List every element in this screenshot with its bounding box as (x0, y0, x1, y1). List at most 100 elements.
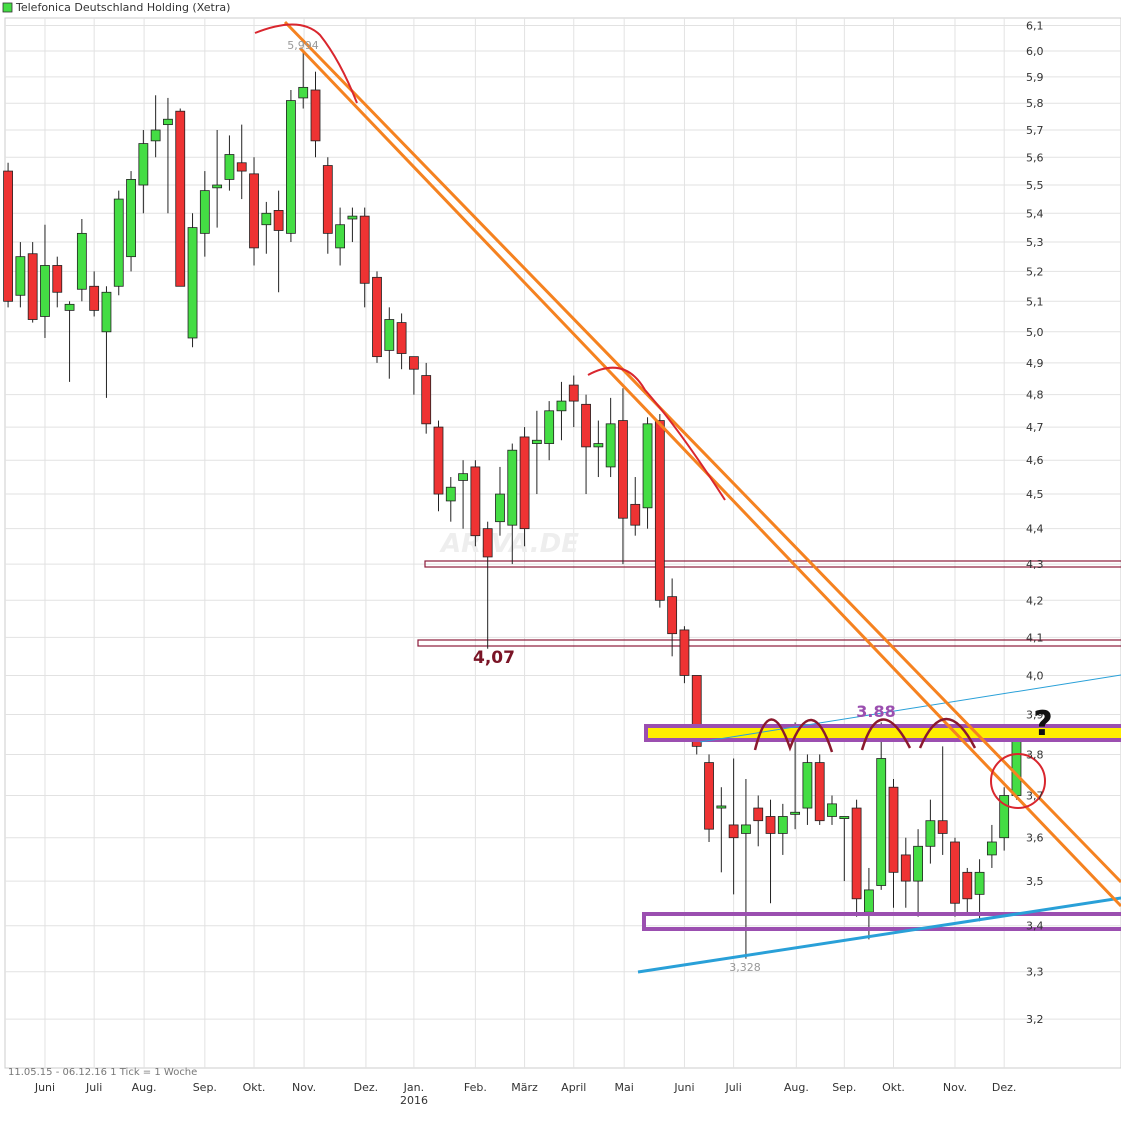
candle-body (408, 356, 419, 370)
candle-body (814, 762, 825, 822)
x-tick-label: Sep. (832, 1081, 856, 1094)
arc (587, 366, 726, 501)
candle-body (667, 596, 678, 635)
y-tick-label: 4,8 (1026, 389, 1044, 402)
y-tick-label: 3,2 (1026, 1013, 1044, 1026)
candle-body (900, 854, 911, 882)
candle-body (126, 179, 136, 258)
x-tick-label: Aug. (132, 1081, 157, 1094)
candle-body (913, 845, 923, 882)
year-label: 2016 (400, 1094, 428, 1107)
candle-body (741, 824, 751, 834)
candle-body (52, 265, 63, 293)
candle-body (495, 493, 505, 523)
trend-line (637, 896, 1121, 974)
candle-body (249, 173, 259, 249)
candle-body (322, 165, 333, 234)
support-band (642, 912, 1121, 931)
candle-body (519, 436, 530, 530)
candle-body (765, 816, 776, 834)
candle-body (359, 215, 370, 284)
y-tick-label: 5,3 (1026, 236, 1044, 249)
candle-body (150, 129, 161, 142)
x-tick-label: Okt. (243, 1081, 266, 1094)
y-tick-label: 5,4 (1026, 207, 1044, 220)
x-tick-label: Nov. (292, 1081, 316, 1094)
x-tick-label: Okt. (882, 1081, 905, 1094)
y-tick-label: 4,4 (1026, 523, 1044, 536)
x-tick-label: Mai (615, 1081, 634, 1094)
chart-title: Telefonica Deutschland Holding (Xetra) (15, 1, 230, 14)
watermark: ARIVA.DE (439, 529, 579, 559)
candle-body (679, 629, 690, 676)
candle-body (777, 816, 788, 834)
x-tick-label: Juni (34, 1081, 55, 1094)
candle-body (974, 871, 985, 895)
axes: 3,2 3,3 3,4 3,5 3,6 3,7 3,8 3,9 4,0 4,1 4,2 4,3 4,4 4… (34, 20, 1044, 1094)
y-tick-label: 5,8 (1026, 97, 1044, 110)
trend-line (699, 674, 1121, 743)
resistance-label: 3.88 (856, 702, 895, 721)
candle-body (40, 265, 50, 317)
candle-body (212, 184, 223, 189)
candle-body (101, 291, 112, 333)
resistance-band (644, 724, 1121, 742)
candle-body (15, 256, 26, 296)
candle-body (273, 210, 284, 231)
candle-body (224, 154, 235, 180)
y-tick-label: 3,6 (1026, 832, 1044, 845)
support-zone (424, 560, 1121, 568)
footer: 11.05.15 - 06.12.16 1 Tick = 1 Woche (8, 1067, 197, 1078)
x-tick-label: Aug. (784, 1081, 809, 1094)
candle-body (851, 807, 862, 900)
y-tick-label: 3,8 (1026, 748, 1044, 761)
candle-body (175, 110, 186, 287)
high-label: 5,994 (287, 39, 319, 52)
x-tick-label: April (561, 1081, 586, 1094)
y-tick-label: 3,5 (1026, 875, 1044, 888)
candle-body (138, 143, 149, 186)
candle-body (347, 215, 358, 220)
y-tick-label: 5,7 (1026, 124, 1044, 137)
candle-body (261, 212, 272, 226)
arc (254, 23, 358, 104)
candle-body (1011, 737, 1022, 796)
candle-body (568, 384, 579, 402)
trend-line (283, 20, 1121, 884)
candle-body (433, 426, 444, 495)
y-tick-label: 5,1 (1026, 295, 1044, 308)
candle-body (556, 400, 567, 412)
y-tick-label: 3,9 (1026, 708, 1044, 721)
support-zone (417, 639, 1121, 647)
y-tick-label: 4,1 (1026, 631, 1044, 644)
y-tick-label: 6,1 (1026, 20, 1044, 33)
y-tick-label: 5,5 (1026, 179, 1044, 192)
y-tick-label: 3,3 (1026, 966, 1044, 979)
x-tick-label: Dez. (354, 1081, 379, 1094)
candle-body (396, 322, 407, 354)
y-tick-label: 4,9 (1026, 357, 1044, 370)
y-tick-label: 4,3 (1026, 558, 1044, 571)
candle-body (728, 824, 739, 839)
candle-body (3, 170, 13, 302)
candle-body (962, 871, 973, 900)
y-tick-label: 4,2 (1026, 594, 1044, 607)
candle-body (286, 100, 296, 234)
candle-body (839, 816, 850, 819)
candle-body (76, 232, 87, 290)
x-tick-label: Juli (85, 1081, 102, 1094)
candle-body (999, 795, 1010, 839)
candle-body (876, 758, 887, 886)
candle-body (986, 841, 997, 856)
candle-body (384, 319, 395, 351)
legend-swatch (2, 2, 13, 13)
candle-body (89, 285, 100, 311)
x-tick-label: Jan. (403, 1081, 424, 1094)
candle-body (888, 786, 899, 873)
candles (3, 52, 1022, 959)
candle-body (864, 889, 874, 913)
candle-body (716, 805, 727, 809)
x-tick-label: Dez. (992, 1081, 1017, 1094)
x-tick-label: Juni (673, 1081, 694, 1094)
